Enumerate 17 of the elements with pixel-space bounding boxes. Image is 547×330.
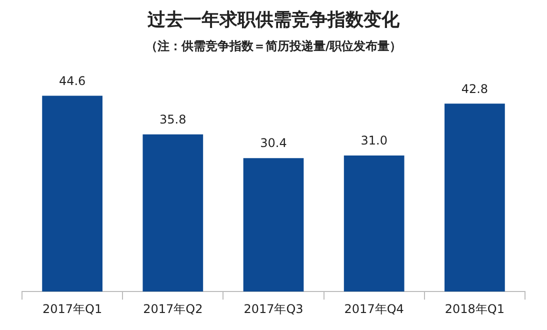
x-tick-label: 2018年Q1 [444,302,505,316]
x-tick-label: 2017年Q2 [143,302,203,316]
bar [42,96,102,292]
x-tick-label: 2017年Q3 [244,302,304,316]
data-label: 42.8 [461,82,488,96]
data-label: 44.6 [58,74,86,88]
bar [344,155,404,292]
chart-subtitle: （注：供需竞争指数＝简历投递量/职位发布量） [145,38,402,53]
bar [243,158,304,292]
chart-title: 过去一年求职供需竞争指数变化 [146,9,400,30]
bar [142,134,204,292]
bar [444,104,505,292]
data-label: 35.8 [160,112,186,127]
data-label: 31.0 [360,134,388,148]
data-label: 30.4 [260,136,287,150]
x-tick-label: 2017年Q1 [42,302,102,316]
x-tick-label: 2017年Q4 [344,302,404,316]
